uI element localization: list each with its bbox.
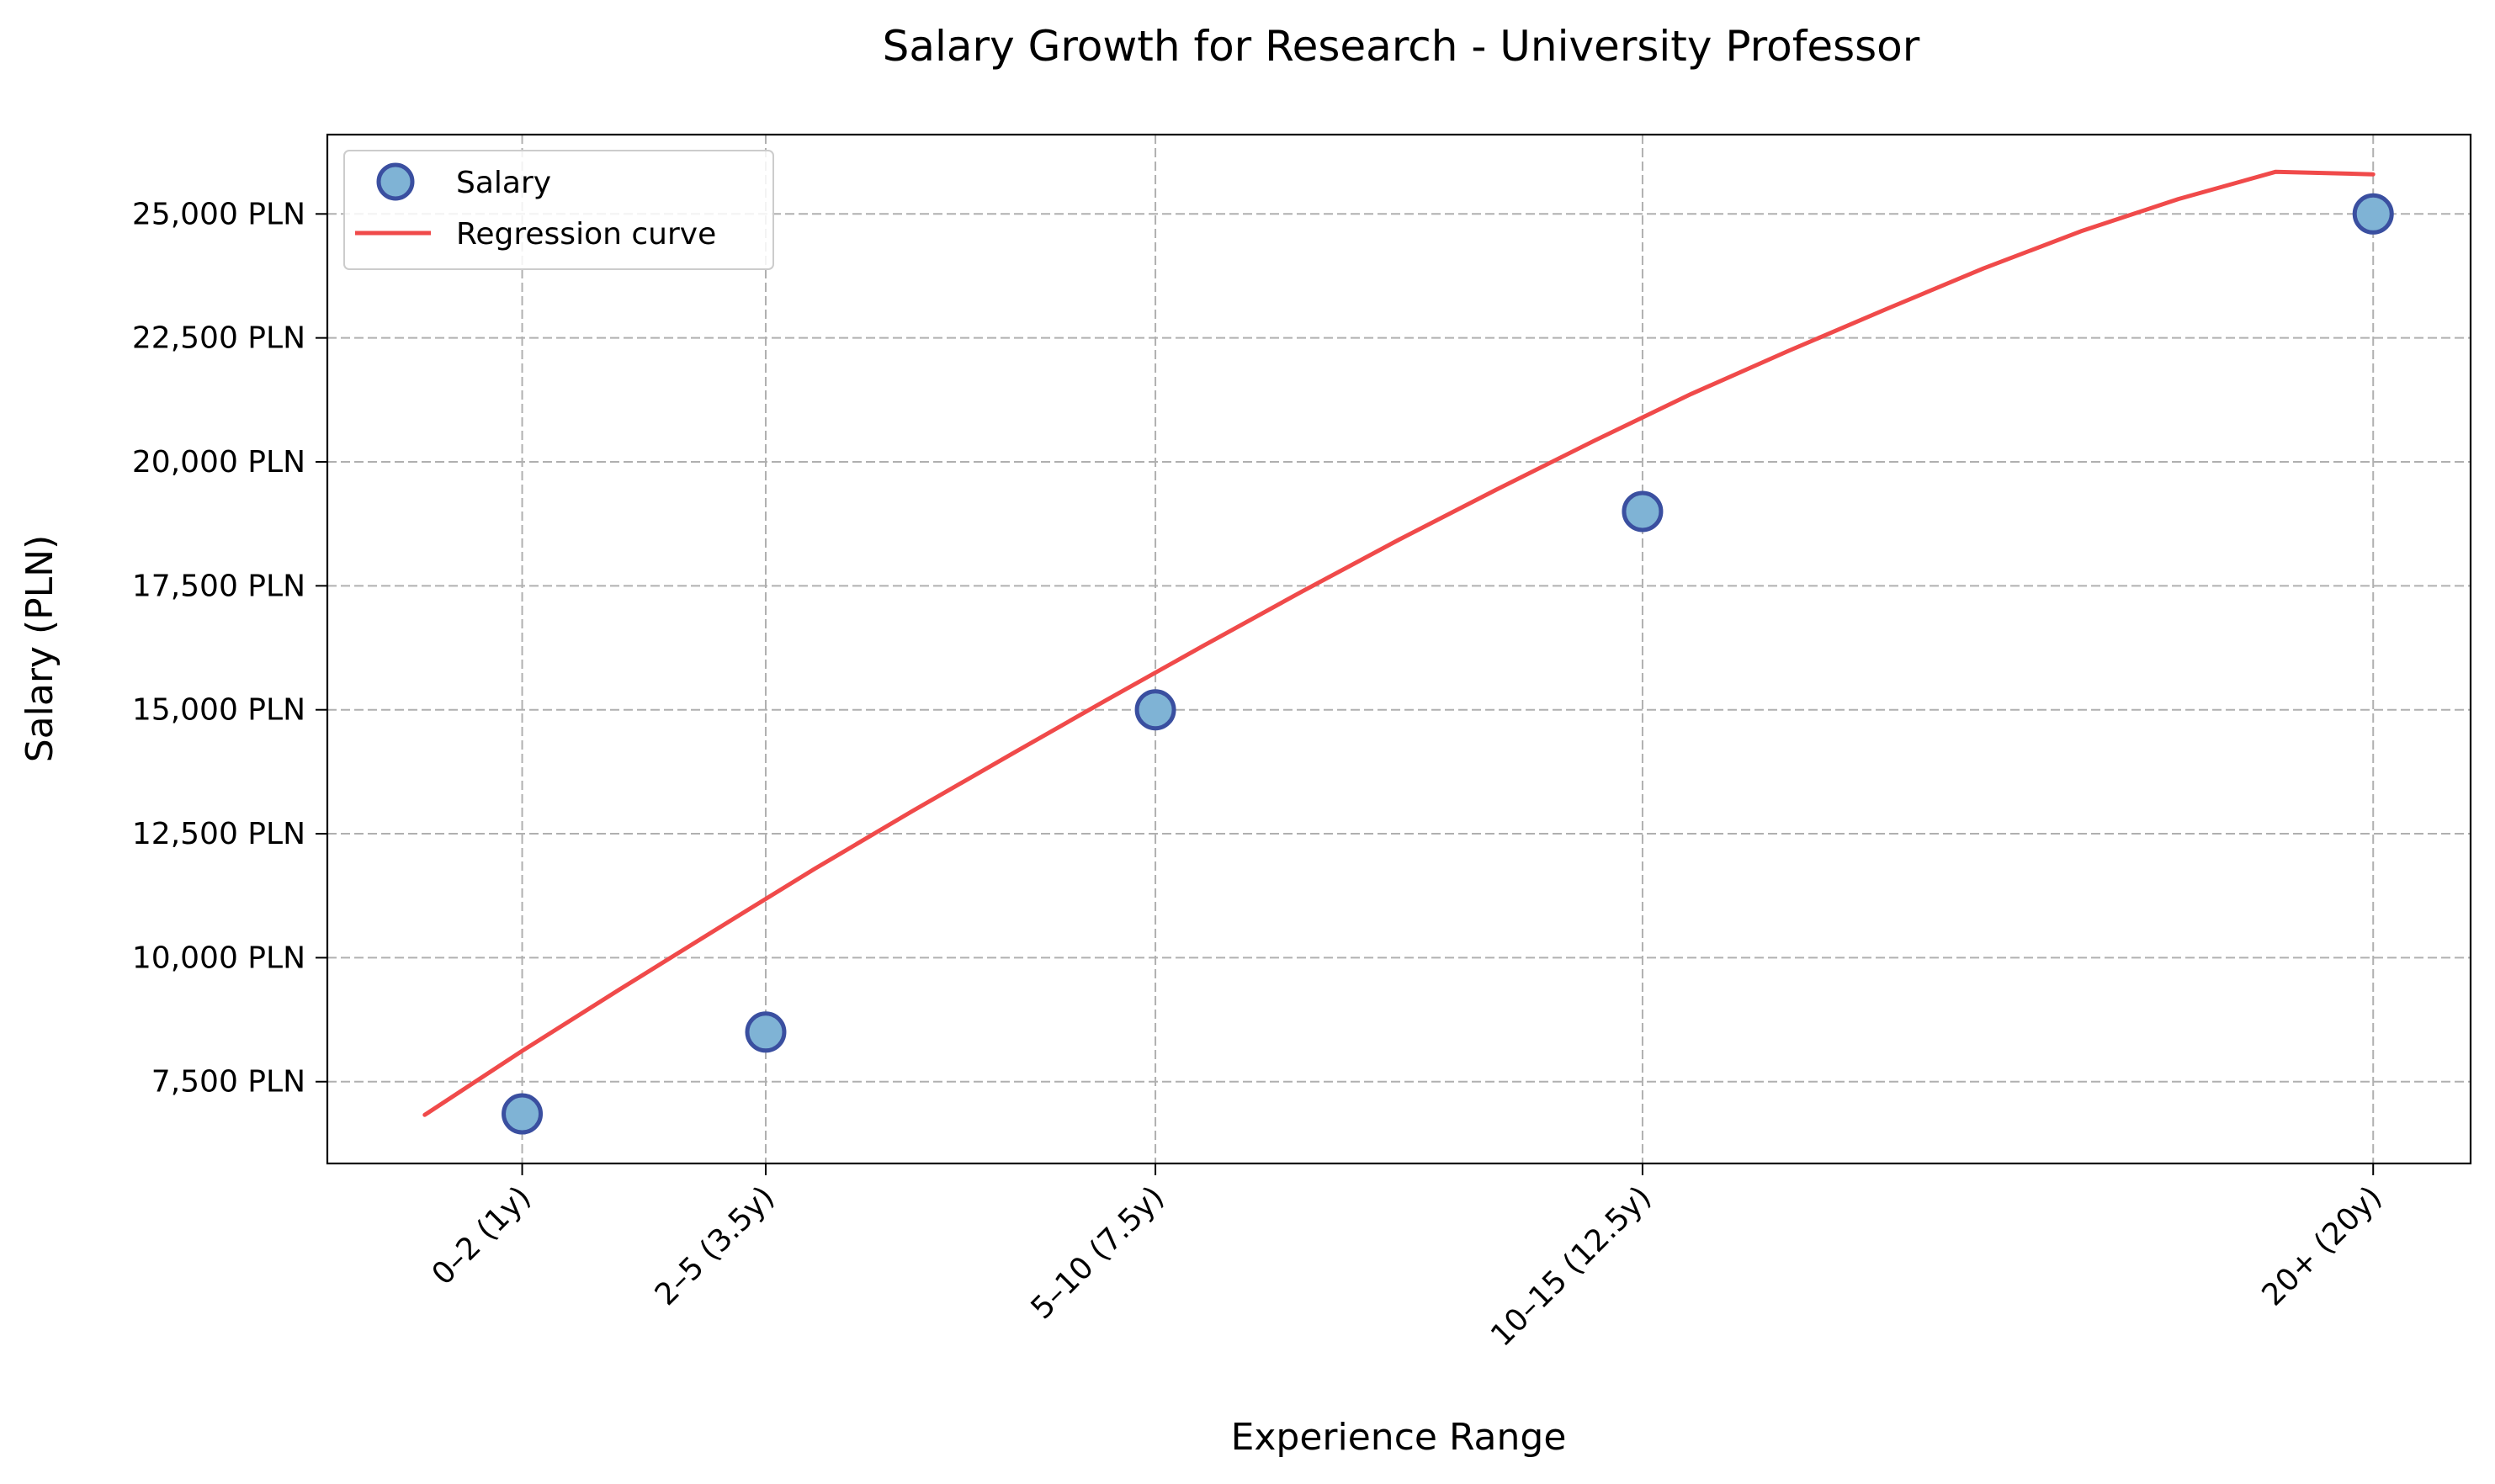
legend-box xyxy=(343,150,774,270)
y-axis-label: Salary (PLN) xyxy=(19,535,61,763)
chart-title: Salary Growth for Research - University … xyxy=(883,22,1920,71)
plot-frame xyxy=(326,133,2472,1165)
x-tick-label: 5–10 (7.5y) xyxy=(1025,1179,1171,1326)
x-tick-label: 20+ (20y) xyxy=(2255,1179,2388,1312)
x-tick-label: 0–2 (1y) xyxy=(426,1179,538,1291)
x-tick-label: 10–15 (12.5y) xyxy=(1484,1179,1658,1353)
salary-point xyxy=(1622,490,1664,533)
salary-point xyxy=(2352,193,2394,235)
y-tick-label: 12,500 PLN xyxy=(132,817,305,851)
salary-point xyxy=(1134,689,1176,731)
y-tick-label: 10,000 PLN xyxy=(132,941,305,975)
regression-curve-line xyxy=(422,169,2376,1117)
plot-series xyxy=(422,169,2394,1135)
x-tick-label: 2–5 (3.5y) xyxy=(649,1179,782,1312)
x-axis-label: Experience Range xyxy=(1231,1416,1567,1459)
grid-lines xyxy=(327,135,2471,1163)
axes: 7,500 PLN 10,000 PLN 12,500 PLN 15,000 PLN 1… xyxy=(132,197,2389,1353)
y-tick-label: 17,500 PLN xyxy=(132,569,305,603)
y-tick-label: 25,000 PLN xyxy=(132,197,305,231)
legend-salary-marker xyxy=(376,162,415,201)
y-tick-label: 15,000 PLN xyxy=(132,693,305,728)
legend-regression-label: Regression curve xyxy=(456,217,716,252)
y-tick-label: 20,000 PLN xyxy=(132,445,305,480)
salary-point xyxy=(745,1011,787,1053)
legend-salary-label: Salary xyxy=(456,166,551,200)
y-tick-label: 22,500 PLN xyxy=(132,321,305,356)
legend: Salary Regression curve xyxy=(343,150,774,270)
salary-point xyxy=(502,1093,544,1135)
y-tick-label: 7,500 PLN xyxy=(151,1065,305,1100)
